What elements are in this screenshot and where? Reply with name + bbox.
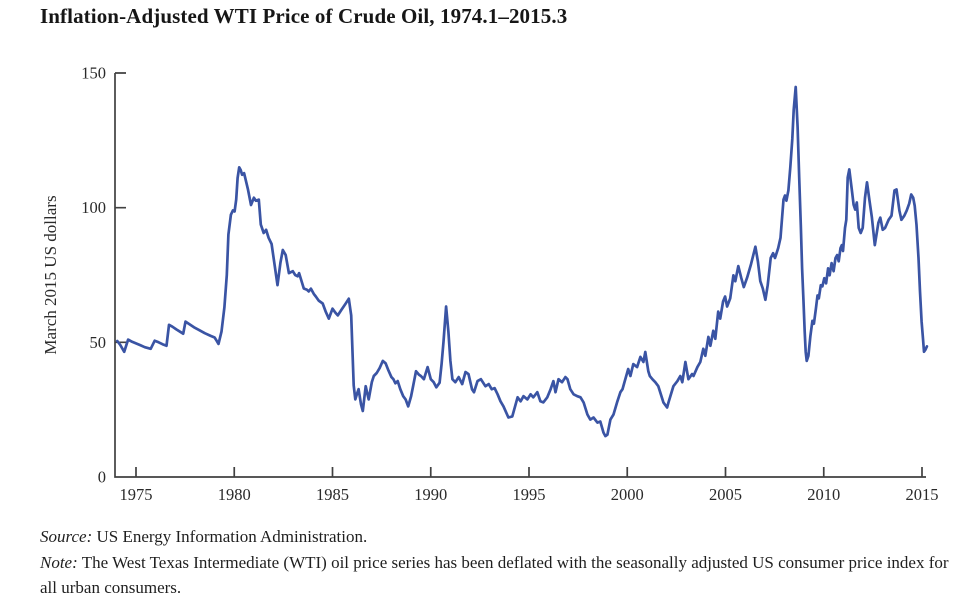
y-tick-label: 100: [81, 198, 106, 217]
y-tick-label: 0: [98, 468, 106, 487]
x-tick-label: 1985: [316, 485, 349, 504]
axes: [114, 72, 926, 478]
y-axis-label: March 2015 US dollars: [41, 195, 60, 354]
x-tick-label: 2015: [906, 485, 939, 504]
line-chart: 0 50 100 150 1975 1980 1985 1990 1995 2000 2005 201…: [41, 64, 939, 505]
price-series-line: [115, 85, 929, 438]
x-tick-label: 2010: [807, 485, 840, 504]
x-tick-label: 1975: [120, 485, 153, 504]
figure-footer: Source: US Energy Information Administra…: [40, 524, 952, 601]
x-tick-label: 1995: [513, 485, 546, 504]
y-tick-label: 150: [81, 64, 106, 83]
source-text: US Energy Information Administration.: [92, 527, 368, 546]
note-line: Note: The West Texas Intermediate (WTI) …: [40, 550, 952, 601]
x-tick-label: 2005: [709, 485, 742, 504]
source-label: Source:: [40, 527, 93, 546]
x-tick-label: 2000: [611, 485, 644, 504]
note-text: The West Texas Intermediate (WTI) oil pr…: [40, 552, 949, 598]
note-label: Note:: [40, 552, 78, 572]
source-line: Source: US Energy Information Administra…: [40, 524, 952, 550]
y-tick-label: 50: [90, 333, 107, 352]
x-tick-label: 1990: [414, 485, 447, 504]
x-tick-label: 1980: [218, 485, 251, 504]
chart-title: Inflation-Adjusted WTI Price of Crude Oi…: [40, 4, 568, 28]
